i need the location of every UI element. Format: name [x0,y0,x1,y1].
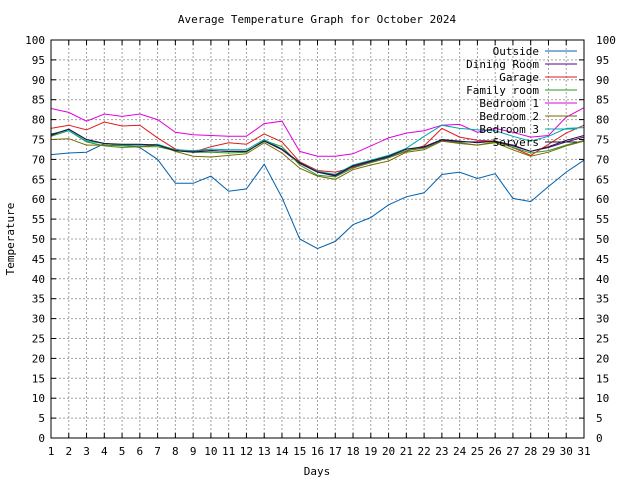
y-tick-label-right: 60 [596,193,609,206]
x-tick-label: 3 [83,445,90,458]
chart-title: Average Temperature Graph for October 20… [178,13,457,26]
legend-label-bedroom-1: Bedroom 1 [479,97,539,110]
legend-label-outside: Outside [493,45,539,58]
y-tick-label-left: 50 [32,233,45,246]
x-tick-label: 11 [222,445,235,458]
x-tick-label: 14 [275,445,289,458]
x-tick-label: 10 [204,445,217,458]
y-tick-label-right: 50 [596,233,609,246]
legend-label-servers: Servers [493,136,539,149]
y-tick-label-left: 60 [32,193,45,206]
x-tick-label: 9 [190,445,197,458]
y-tick-label-right: 45 [596,253,609,266]
series-line-outside [50,142,585,250]
y-tick-label-left: 10 [32,392,45,405]
y-tick-label-right: 95 [596,54,609,67]
y-tick-label-right: 25 [596,333,609,346]
y-tick-label-left: 80 [32,114,45,127]
x-tick-label: 20 [382,445,395,458]
legend-label-bedroom-3: Bedroom 3 [479,123,539,136]
y-tick-label-left: 65 [32,173,45,186]
x-tick-label: 19 [364,445,377,458]
y-tick-label-right: 15 [596,372,609,385]
x-tick-label: 1 [48,445,55,458]
y-tick-label-left: 100 [25,34,45,47]
y-axis-label: Temperature [4,203,17,276]
y-tick-label-left: 40 [32,273,45,286]
y-tick-label-right: 70 [596,153,609,166]
x-tick-label: 6 [137,445,144,458]
y-tick-label-left: 0 [38,432,45,445]
x-tick-label: 23 [435,445,448,458]
y-tick-label-right: 30 [596,313,609,326]
y-tick-label-left: 35 [32,293,45,306]
y-tick-label-right: 20 [596,352,609,365]
series-line-bedroom-1 [50,107,585,157]
y-tick-label-right: 35 [596,293,609,306]
y-tick-label-left: 15 [32,372,45,385]
y-tick-label-right: 65 [596,173,609,186]
x-tick-label: 29 [542,445,555,458]
x-tick-label: 16 [311,445,324,458]
x-tick-label: 28 [524,445,537,458]
x-tick-label: 13 [258,445,271,458]
x-tick-label: 26 [489,445,502,458]
x-tick-label: 15 [293,445,306,458]
x-tick-label: 17 [329,445,342,458]
y-tick-label-left: 85 [32,94,45,107]
x-tick-label: 22 [417,445,430,458]
x-tick-label: 12 [240,445,253,458]
y-tick-label-left: 45 [32,253,45,266]
series-line-servers [50,128,585,176]
legend-label-family-room: Family room [466,84,539,97]
x-axis-label: Days [304,465,331,478]
y-tick-label-left: 5 [38,412,45,425]
y-tick-label-left: 55 [32,213,45,226]
grid-lines [51,40,584,438]
x-tick-label: 7 [154,445,161,458]
y-tick-label-left: 25 [32,333,45,346]
y-tick-label-right: 10 [596,392,609,405]
y-tick-label-left: 75 [32,134,45,147]
y-tick-label-right: 100 [596,34,616,47]
y-tick-label-right: 80 [596,114,609,127]
x-tick-label: 30 [560,445,573,458]
x-tick-label: 5 [119,445,126,458]
y-tick-label-right: 90 [596,74,609,87]
y-tick-label-left: 95 [32,54,45,67]
y-tick-label-right: 40 [596,273,609,286]
y-tick-label-right: 5 [596,412,603,425]
legend-label-garage: Garage [499,71,539,84]
y-tick-label-right: 75 [596,134,609,147]
x-tick-label: 2 [65,445,72,458]
x-tick-label: 21 [400,445,413,458]
x-tick-label: 18 [346,445,359,458]
y-tick-label-left: 20 [32,352,45,365]
series-lines [50,107,585,250]
y-tick-label-right: 0 [596,432,603,445]
x-tick-label: 24 [453,445,467,458]
plot-frame [50,39,585,439]
x-tick-label: 8 [172,445,179,458]
y-tick-label-left: 90 [32,74,45,87]
y-tick-label-left: 30 [32,313,45,326]
series-line-bedroom-3 [50,124,585,176]
x-tick-label: 31 [577,445,590,458]
legend-label-bedroom-2: Bedroom 2 [479,110,539,123]
x-tick-label: 4 [101,445,108,458]
y-tick-label-right: 85 [596,94,609,107]
y-tick-label-right: 55 [596,213,609,226]
y-tick-label-left: 70 [32,153,45,166]
x-tick-label: 27 [506,445,519,458]
legend-label-dining-room: Dining Room [466,58,539,71]
series-line-bedroom-2 [50,138,585,180]
x-tick-label: 25 [471,445,484,458]
